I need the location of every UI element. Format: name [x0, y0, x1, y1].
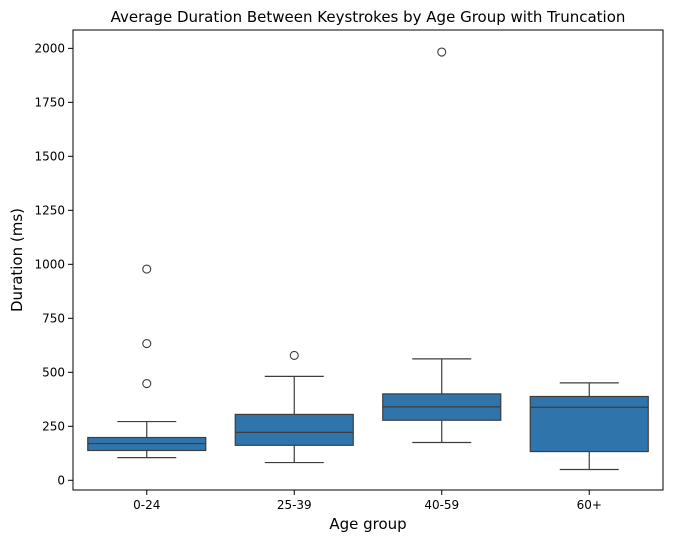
x-tick-label: 0-24 [133, 498, 160, 512]
box-group [529, 382, 649, 471]
y-tick-label: 500 [42, 365, 65, 379]
y-tick-label: 2000 [34, 41, 65, 55]
iqr-box [234, 413, 354, 446]
y-tick-label: 250 [42, 419, 65, 433]
y-axis: 0 250 500 750 1000 1250 1500 1750 2000 [34, 41, 73, 487]
box-group [382, 47, 502, 444]
outlier-point [142, 339, 152, 349]
outlier-point [142, 378, 152, 389]
x-tick-label: 25-39 [277, 498, 312, 512]
iqr-box [529, 395, 649, 453]
box-group [87, 264, 207, 459]
x-axis-label: Age group [329, 515, 406, 533]
box-group [234, 350, 354, 464]
y-axis-label: Duration (ms) [8, 208, 26, 312]
x-tick-label: 60+ [577, 498, 602, 512]
x-tick-label: 40-59 [424, 498, 459, 512]
outlier-point [289, 350, 299, 361]
y-tick-label: 1000 [34, 257, 65, 271]
plot-area [87, 47, 649, 471]
outlier-point [437, 47, 447, 57]
chart-title: Average Duration Between Keystrokes by A… [111, 8, 626, 26]
y-tick-label: 1500 [34, 149, 65, 163]
y-tick-label: 1250 [34, 203, 65, 217]
plot-frame [72, 29, 664, 491]
x-axis: 0-24 25-39 40-59 60+ [133, 490, 602, 512]
y-tick-label: 0 [57, 473, 65, 487]
y-tick-label: 1750 [34, 95, 65, 109]
outlier-point [142, 264, 152, 274]
y-tick-label: 750 [42, 311, 65, 325]
